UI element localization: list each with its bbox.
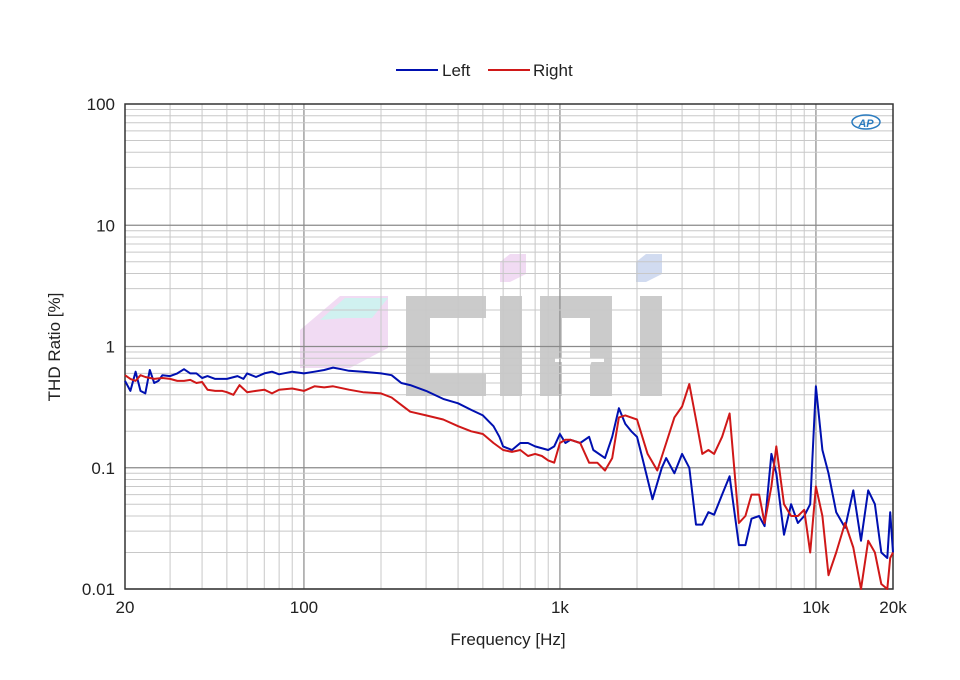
y-tick-label: 0.01 [82,580,115,599]
ap-logo-text: AP [857,118,874,130]
plot-frame [124,103,894,590]
x-tick-label: 20k [879,598,907,617]
y-axis-label: THD Ratio [%] [45,293,64,402]
y-tick-label: 10 [96,216,115,235]
x-tick-label: 1k [551,598,569,617]
x-tick-label: 20 [116,598,135,617]
ap-logo: AP [851,114,881,130]
legend: Left Right [396,61,573,80]
legend-label-right: Right [533,61,573,80]
grid [124,104,894,590]
y-tick-label: 0.1 [91,459,115,478]
series-line-right [124,374,894,590]
watermark-logo [300,254,662,396]
series-line-left [124,366,894,559]
x-tick-label: 10k [802,598,830,617]
y-tick-label: 1 [106,338,115,357]
y-tick-label: 100 [87,95,115,114]
x-tick-labels: 20 100 1k 10k 20k [116,598,908,617]
legend-label-left: Left [442,61,471,80]
y-tick-labels: 0.01 0.1 1 10 100 [82,95,115,599]
x-axis-label: Frequency [Hz] [450,630,565,649]
series-layer [124,366,894,590]
x-tick-label: 100 [290,598,318,617]
